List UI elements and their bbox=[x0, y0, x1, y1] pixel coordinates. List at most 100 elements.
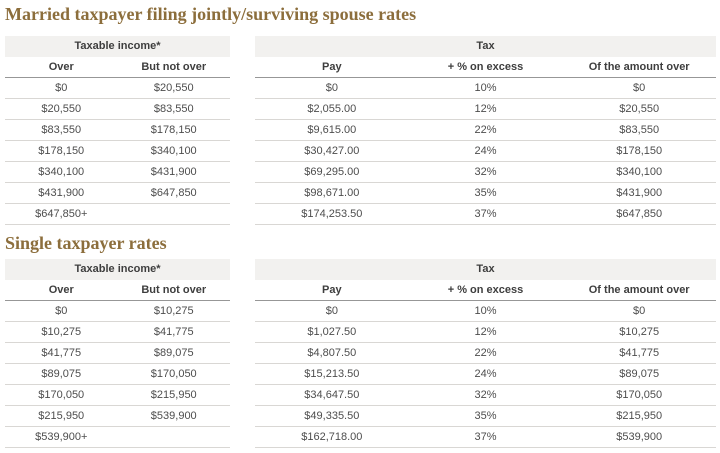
tax-group-header: Tax bbox=[255, 36, 716, 57]
cell-pay: $4,807.50 bbox=[307, 347, 357, 359]
table-row: $647,850+ bbox=[5, 204, 230, 225]
column-header-pay: Pay bbox=[322, 284, 342, 296]
cell-pay: $0 bbox=[325, 82, 338, 94]
cell-pay: $98,671.00 bbox=[304, 187, 360, 199]
cell-pct-on-excess: 12% bbox=[474, 326, 497, 338]
cell-pct-on-excess: 32% bbox=[474, 166, 497, 178]
cell-but-not-over: $340,100 bbox=[150, 145, 197, 157]
cell-of-amount-over: $41,775 bbox=[619, 347, 660, 359]
income-group-header: Taxable income* bbox=[5, 259, 230, 280]
cell-but-not-over: $170,050 bbox=[150, 368, 197, 380]
table-row: $0 10% $0 bbox=[255, 78, 716, 99]
rate-tables: Taxable income* Over But not over $0 $10,… bbox=[5, 259, 716, 448]
page-title: Married taxpayer filing jointly/survivin… bbox=[5, 4, 417, 24]
cell-pay: $69,295.00 bbox=[304, 166, 360, 178]
column-header-over: Over bbox=[48, 284, 74, 296]
tax-table: Tax Pay + % on excess Of the amount over… bbox=[255, 259, 716, 448]
tax-rates-page: Married taxpayer filing jointly/survivin… bbox=[0, 3, 720, 448]
cell-but-not-over: $20,550 bbox=[153, 82, 194, 94]
cell-of-amount-over: $215,950 bbox=[616, 410, 663, 422]
table-row: $20,550 $83,550 bbox=[5, 99, 230, 120]
cell-pct-on-excess: 10% bbox=[474, 305, 497, 317]
cell-pay: $49,335.50 bbox=[304, 410, 360, 422]
cell-over: $89,075 bbox=[41, 368, 82, 380]
column-header-over: Over bbox=[48, 61, 74, 73]
cell-pct-on-excess: 22% bbox=[474, 124, 497, 136]
cell-but-not-over: $539,900 bbox=[150, 410, 197, 422]
income-column-header-row: Over But not over bbox=[5, 57, 230, 78]
column-header-pay: Pay bbox=[322, 61, 342, 73]
cell-but-not-over: $10,275 bbox=[153, 305, 194, 317]
cell-pay: $0 bbox=[325, 305, 338, 317]
section-married-rates: Married taxpayer filing jointly/survivin… bbox=[5, 3, 716, 225]
table-row: $431,900 $647,850 bbox=[5, 183, 230, 204]
taxable-income-table: Taxable income* Over But not over $0 $20,… bbox=[5, 36, 230, 225]
cell-of-amount-over: $89,075 bbox=[619, 368, 660, 380]
table-row: $170,050 $215,950 bbox=[5, 385, 230, 406]
table-row: $30,427.00 24% $178,150 bbox=[255, 141, 716, 162]
tax-column-header-row: Pay + % on excess Of the amount over bbox=[255, 57, 716, 78]
cell-but-not-over bbox=[118, 427, 231, 447]
cell-of-amount-over: $340,100 bbox=[616, 166, 663, 178]
cell-over: $431,900 bbox=[38, 187, 85, 199]
cell-pct-on-excess: 24% bbox=[474, 368, 497, 380]
cell-but-not-over: $647,850 bbox=[150, 187, 197, 199]
table-row: $34,647.50 32% $170,050 bbox=[255, 385, 716, 406]
cell-of-amount-over: $539,900 bbox=[616, 431, 663, 443]
table-row: $89,075 $170,050 bbox=[5, 364, 230, 385]
cell-over: $0 bbox=[55, 305, 68, 317]
tax-group-header: Tax bbox=[255, 259, 716, 280]
cell-pct-on-excess: 10% bbox=[474, 82, 497, 94]
cell-pct-on-excess: 32% bbox=[474, 389, 497, 401]
table-row: $0 $10,275 bbox=[5, 301, 230, 322]
cell-over: $41,775 bbox=[41, 347, 82, 359]
column-header-but-not-over: But not over bbox=[141, 61, 207, 73]
cell-over: $178,150 bbox=[38, 145, 85, 157]
income-group-header: Taxable income* bbox=[5, 36, 230, 57]
table-row: $0 10% $0 bbox=[255, 301, 716, 322]
column-header-of-amount-over: Of the amount over bbox=[588, 284, 690, 296]
cell-over: $647,850+ bbox=[35, 208, 88, 220]
table-row: $215,950 $539,900 bbox=[5, 406, 230, 427]
table-row: $1,027.50 12% $10,275 bbox=[255, 322, 716, 343]
table-row: $539,900+ bbox=[5, 427, 230, 448]
table-row: $10,275 $41,775 bbox=[5, 322, 230, 343]
cell-of-amount-over: $0 bbox=[633, 82, 646, 94]
cell-pay: $34,647.50 bbox=[304, 389, 360, 401]
cell-pay: $9,615.00 bbox=[307, 124, 357, 136]
cell-pay: $174,253.50 bbox=[301, 208, 363, 220]
table-row: $178,150 $340,100 bbox=[5, 141, 230, 162]
table-row: $4,807.50 22% $41,775 bbox=[255, 343, 716, 364]
cell-but-not-over: $431,900 bbox=[150, 166, 197, 178]
cell-pay: $15,213.50 bbox=[304, 368, 360, 380]
page-title: Single taxpayer rates bbox=[5, 233, 167, 253]
tax-table: Tax Pay + % on excess Of the amount over… bbox=[255, 36, 716, 225]
cell-over: $340,100 bbox=[38, 166, 85, 178]
cell-pct-on-excess: 12% bbox=[474, 103, 497, 115]
cell-of-amount-over: $10,275 bbox=[619, 326, 660, 338]
cell-but-not-over: $89,075 bbox=[153, 347, 194, 359]
cell-of-amount-over: $0 bbox=[633, 305, 646, 317]
column-header-but-not-over: But not over bbox=[141, 284, 207, 296]
cell-pct-on-excess: 37% bbox=[474, 431, 497, 443]
tax-column-header-row: Pay + % on excess Of the amount over bbox=[255, 280, 716, 301]
cell-pct-on-excess: 22% bbox=[474, 347, 497, 359]
table-row: $83,550 $178,150 bbox=[5, 120, 230, 141]
tax-table-body: $0 10% $0 $2,055.00 12% $20,550 $9,615.00 22% $8… bbox=[255, 78, 716, 225]
cell-over: $0 bbox=[55, 82, 68, 94]
cell-over: $215,950 bbox=[38, 410, 85, 422]
table-row: $0 $20,550 bbox=[5, 78, 230, 99]
cell-pay: $2,055.00 bbox=[307, 103, 357, 115]
cell-of-amount-over: $178,150 bbox=[616, 145, 663, 157]
table-row: $69,295.00 32% $340,100 bbox=[255, 162, 716, 183]
cell-pct-on-excess: 37% bbox=[474, 208, 497, 220]
table-row: $2,055.00 12% $20,550 bbox=[255, 99, 716, 120]
income-table-body: $0 $20,550 $20,550 $83,550 $83,550 $178,150 $1… bbox=[5, 78, 230, 225]
cell-but-not-over: $83,550 bbox=[153, 103, 194, 115]
column-header-of-amount-over: Of the amount over bbox=[588, 61, 690, 73]
tax-table-body: $0 10% $0 $1,027.50 12% $10,275 $4,807.50 22% $4… bbox=[255, 301, 716, 448]
cell-pay: $30,427.00 bbox=[304, 145, 360, 157]
cell-over: $20,550 bbox=[41, 103, 82, 115]
column-header-pct-on-excess: + % on excess bbox=[447, 284, 524, 296]
cell-but-not-over: $178,150 bbox=[150, 124, 197, 136]
